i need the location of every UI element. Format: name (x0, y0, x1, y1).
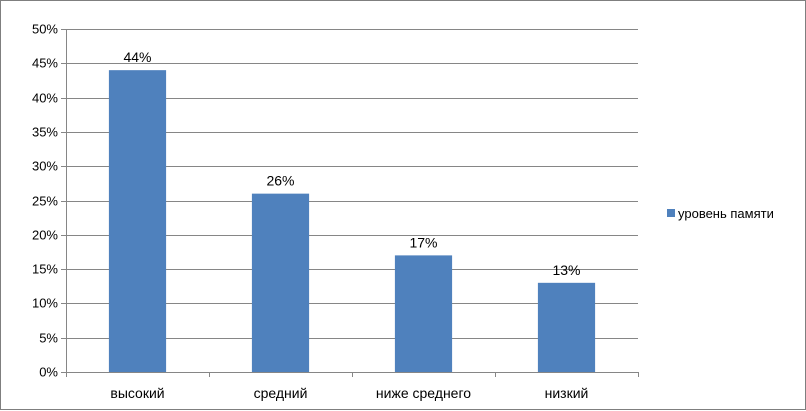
bar (537, 282, 596, 372)
legend-swatch (667, 209, 675, 217)
category-label: ниже среднего (376, 385, 471, 401)
y-tick-label: 45% (32, 56, 58, 71)
y-tick-label: 30% (32, 159, 58, 174)
bar (108, 70, 167, 372)
category-label: низкий (545, 385, 589, 401)
category-label: средний (254, 385, 308, 401)
data-label: 17% (409, 234, 437, 250)
y-tick-label: 20% (32, 228, 58, 243)
bar-series (108, 70, 596, 372)
y-tick-label: 0% (39, 365, 58, 380)
axes (66, 29, 639, 377)
x-axis-categories: высокий средний ниже среднего низкий (110, 385, 588, 401)
bar (251, 193, 310, 372)
y-axis-ticks: 0% 5% 10% 15% 20% 25% 30% 35% 40% 45% 50% (32, 22, 66, 380)
y-tick-label: 50% (32, 22, 58, 37)
y-tick-label: 10% (32, 296, 58, 311)
y-tick-label: 35% (32, 125, 58, 140)
y-tick-label: 15% (32, 262, 58, 277)
category-label: высокий (110, 385, 164, 401)
y-tick-label: 40% (32, 91, 58, 106)
data-labels: 44% 26% 17% 13% (123, 49, 580, 278)
data-label: 44% (123, 49, 151, 65)
legend: уровень памяти (667, 206, 774, 221)
data-label: 26% (266, 173, 294, 189)
bar (394, 255, 453, 372)
legend-label: уровень памяти (678, 206, 774, 221)
data-label: 13% (552, 262, 580, 278)
y-tick-label: 25% (32, 194, 58, 209)
y-tick-label: 5% (39, 331, 58, 346)
